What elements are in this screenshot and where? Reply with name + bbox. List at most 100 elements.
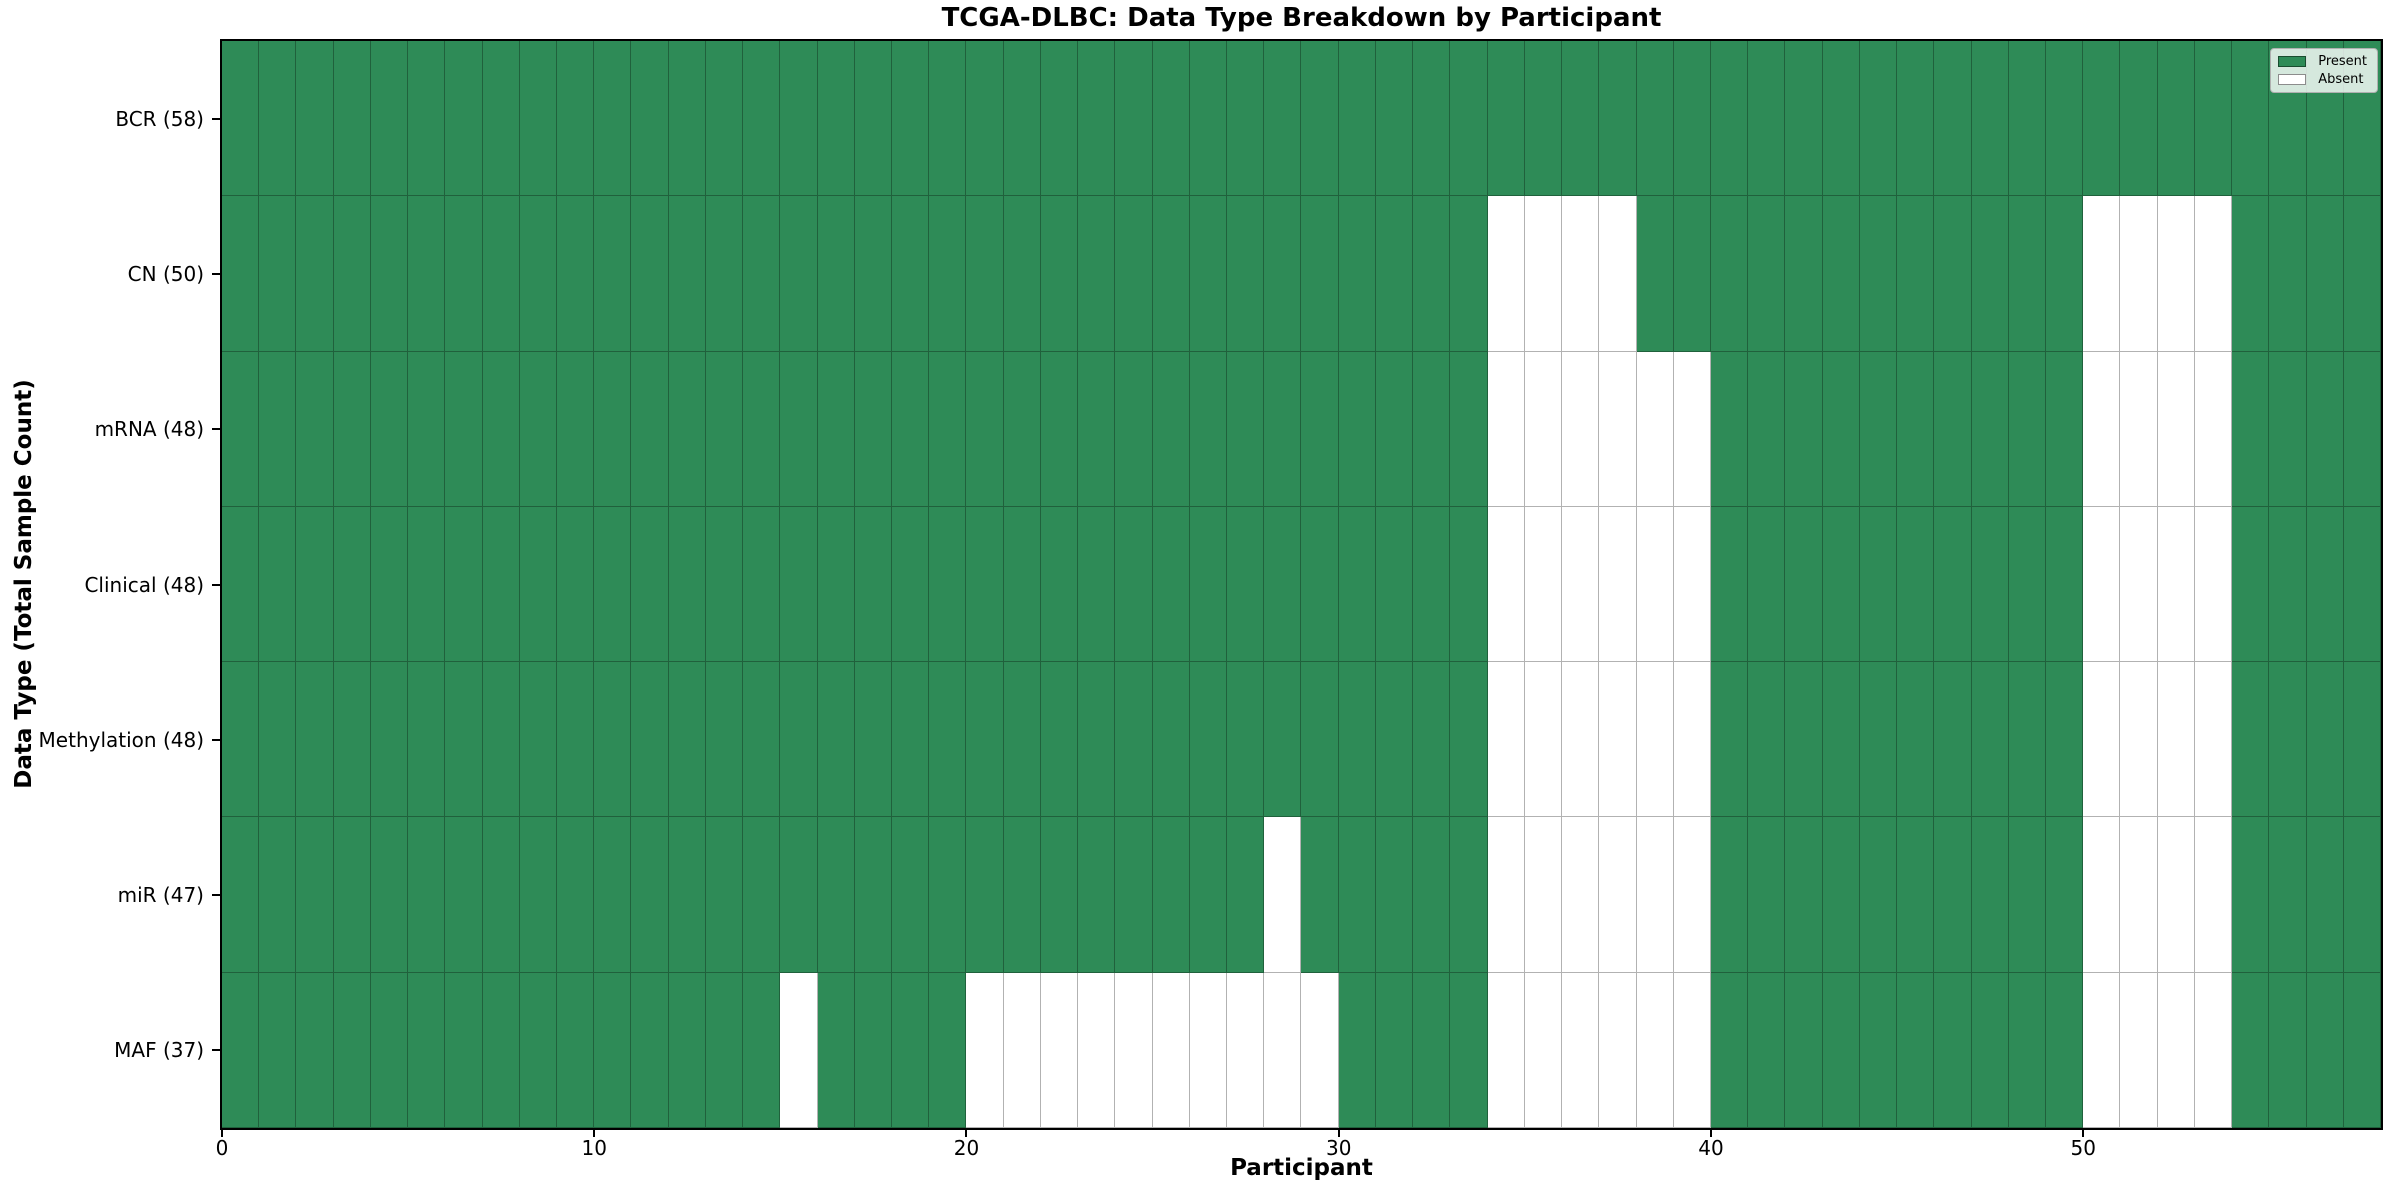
heatmap-cell xyxy=(2157,41,2195,197)
heatmap-cell xyxy=(854,662,893,818)
heatmap-cell xyxy=(370,972,409,1128)
heatmap-cell xyxy=(1264,817,1302,973)
heatmap-cell xyxy=(2194,41,2233,197)
heatmap-cell xyxy=(1822,351,1860,507)
heatmap-cell xyxy=(1301,506,1339,663)
heatmap-cell xyxy=(1971,817,2009,973)
heatmap-cell xyxy=(259,41,297,197)
heatmap-cell xyxy=(1673,506,1711,663)
heatmap-cell xyxy=(743,41,781,197)
heatmap-cell xyxy=(1152,972,1190,1128)
heatmap-cell xyxy=(2083,506,2121,663)
heatmap-cell xyxy=(1710,662,1749,818)
heatmap-cell xyxy=(1078,41,1116,197)
heatmap-cell xyxy=(1897,506,1935,663)
heatmap-cell xyxy=(1450,41,1488,197)
heatmap-cell xyxy=(1748,196,1786,352)
heatmap-cell xyxy=(370,196,409,352)
heatmap-cell xyxy=(1227,972,1265,1128)
heatmap-cell xyxy=(222,506,260,663)
heatmap-cell xyxy=(1375,41,1414,197)
heatmap-cell xyxy=(1040,662,1079,818)
y-tick xyxy=(212,894,221,897)
heatmap-cell xyxy=(1152,41,1190,197)
heatmap-cell xyxy=(668,506,706,663)
heatmap-cell xyxy=(1301,41,1339,197)
heatmap-cell xyxy=(408,817,446,973)
heatmap-cell xyxy=(1040,351,1079,507)
heatmap-cell xyxy=(1934,351,1972,507)
heatmap-cell xyxy=(1785,196,1823,352)
x-tick xyxy=(1709,1128,1712,1137)
heatmap-cell xyxy=(1078,817,1116,973)
heatmap-cell xyxy=(1338,351,1376,507)
heatmap-cell xyxy=(892,41,930,197)
x-tick xyxy=(1337,1128,1340,1137)
heatmap-cell xyxy=(705,351,744,507)
heatmap-cell xyxy=(1189,351,1228,507)
heatmap-cell xyxy=(705,196,744,352)
heatmap-cell xyxy=(445,662,483,818)
heatmap-cell xyxy=(1859,41,1898,197)
heatmap-cell xyxy=(1971,506,2009,663)
heatmap-cell xyxy=(1971,196,2009,352)
heatmap-cell xyxy=(2120,817,2158,973)
heatmap-cell xyxy=(892,972,930,1128)
heatmap-cell xyxy=(892,506,930,663)
heatmap-cell xyxy=(2269,972,2307,1128)
heatmap-cell xyxy=(222,196,260,352)
y-tick-label: CN (50) xyxy=(127,261,204,286)
heatmap-cell xyxy=(482,351,520,507)
heatmap-cell xyxy=(892,351,930,507)
heatmap-cell xyxy=(2120,506,2158,663)
heatmap-cell xyxy=(1115,662,1153,818)
heatmap-cell xyxy=(1748,41,1786,197)
heatmap-cell xyxy=(743,662,781,818)
heatmap-cell xyxy=(817,817,855,973)
heatmap-cell xyxy=(780,196,818,352)
heatmap-cell xyxy=(1562,196,1600,352)
heatmap-cell xyxy=(1748,662,1786,818)
heatmap-cell xyxy=(1859,662,1898,818)
heatmap-cell xyxy=(1264,41,1302,197)
heatmap-cell xyxy=(1636,351,1674,507)
heatmap-cell xyxy=(333,506,371,663)
heatmap-cell xyxy=(1822,817,1860,973)
heatmap-cell xyxy=(705,506,744,663)
heatmap-cell xyxy=(1227,196,1265,352)
heatmap-cell xyxy=(2045,817,2084,973)
heatmap-cell xyxy=(1673,817,1711,973)
heatmap-cell xyxy=(1189,506,1228,663)
heatmap-cell xyxy=(1152,196,1190,352)
x-tick-label: 10 xyxy=(581,1136,607,1160)
heatmap-cell xyxy=(1152,817,1190,973)
heatmap-cell xyxy=(259,972,297,1128)
heatmap-cell xyxy=(929,817,967,973)
heatmap-cell xyxy=(1152,351,1190,507)
heatmap-cell xyxy=(1636,41,1674,197)
heatmap-cell xyxy=(1115,351,1153,507)
heatmap-cell xyxy=(1078,662,1116,818)
heatmap-cell xyxy=(594,662,632,818)
heatmap-cell xyxy=(222,351,260,507)
heatmap-cell xyxy=(817,196,855,352)
heatmap-cell xyxy=(1785,662,1823,818)
heatmap-cell xyxy=(2157,506,2195,663)
heatmap-cell xyxy=(1487,972,1525,1128)
heatmap-cell xyxy=(817,972,855,1128)
heatmap-cell xyxy=(2083,351,2121,507)
heatmap-cell xyxy=(1673,41,1711,197)
heatmap-cell xyxy=(966,506,1004,663)
heatmap-cell xyxy=(2157,972,2195,1128)
heatmap-cell xyxy=(780,41,818,197)
heatmap-cell xyxy=(1115,506,1153,663)
heatmap-cell xyxy=(2343,817,2381,973)
heatmap-cell xyxy=(1524,41,1563,197)
heatmap-cell xyxy=(1152,662,1190,818)
heatmap-cell xyxy=(259,351,297,507)
heatmap-cell xyxy=(1934,817,1972,973)
heatmap-cell xyxy=(1264,662,1302,818)
heatmap-cell xyxy=(2120,196,2158,352)
heatmap-cell xyxy=(1450,506,1488,663)
